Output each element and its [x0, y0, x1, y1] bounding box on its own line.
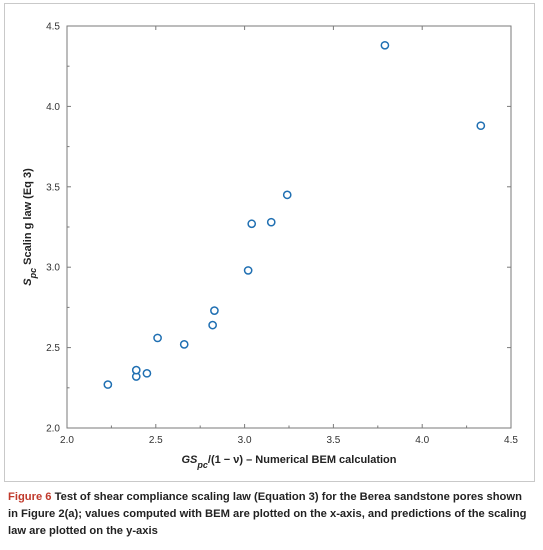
y-tick-label: 3.0 [46, 263, 60, 274]
figure-caption: Figure 6 Test of shear compliance scalin… [8, 489, 533, 540]
data-point [208, 320, 217, 330]
y-tick-label: 2.5 [46, 343, 60, 354]
x-tick-label: 2.5 [149, 435, 163, 446]
y-tick-label: 3.5 [46, 182, 60, 193]
data-point [131, 365, 141, 375]
data-point [243, 266, 253, 275]
x-tick-label: 4.5 [504, 435, 518, 446]
y-tick-label: 2.0 [46, 424, 60, 435]
x-tick-label: 3.5 [326, 435, 340, 446]
data-point [153, 333, 162, 343]
data-point [380, 40, 390, 50]
axis-ticks: 2.0 2.5 3.0 3.5 4.0 4.5 2.0 2.5 3.0 3.5 4.0 4.5 [46, 22, 518, 447]
x-axis-title-rest: /(1 − ν) – Numerical BEM calculation [208, 454, 397, 466]
data-point [142, 368, 152, 378]
x-axis-title-main: GS [181, 454, 198, 466]
y-axis-title-main: S [22, 278, 34, 286]
caption-text: Test of shear compliance scaling law (Eq… [8, 491, 527, 537]
y-tick-label: 4.5 [46, 22, 60, 33]
data-point [476, 121, 486, 131]
data-point [210, 306, 219, 315]
data-point [179, 340, 189, 349]
x-tick-label: 3.0 [238, 435, 252, 446]
x-tick-label: 2.0 [60, 435, 74, 446]
y-axis-title-rest: Scalin g law (Eq 3) [22, 168, 34, 268]
x-axis-title: GSpc/(1 − ν) – Numerical BEM calculation [181, 454, 396, 470]
data-point [266, 217, 276, 227]
figure-frame [4, 3, 535, 482]
caption-label: Figure 6 [8, 491, 52, 503]
scatter-plot: 2.0 2.5 3.0 3.5 4.0 4.52.02.53.03.54.04.5 GSp… [22, 22, 518, 471]
x-axis-title-subscript: pc [196, 460, 208, 470]
y-tick-label: 4.0 [46, 102, 60, 113]
data-point [247, 219, 257, 229]
x-tick-label: 4.0 [415, 435, 429, 446]
data-point [282, 190, 292, 200]
y-axis-title-subscript: pc [28, 268, 38, 280]
data-points [103, 40, 486, 389]
data-point [103, 380, 113, 389]
y-axis-title: Spc Scalin g law (Eq 3) [22, 168, 38, 286]
